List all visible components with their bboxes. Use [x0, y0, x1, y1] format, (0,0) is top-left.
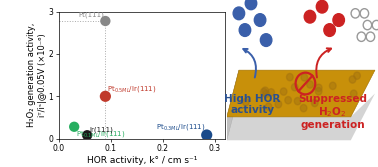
FancyArrowPatch shape [316, 48, 331, 77]
Circle shape [354, 72, 360, 79]
Circle shape [350, 90, 357, 97]
Circle shape [260, 88, 267, 96]
Circle shape [263, 90, 270, 98]
Circle shape [233, 7, 245, 20]
Text: High HOR
activity: High HOR activity [224, 94, 281, 115]
Circle shape [254, 14, 266, 26]
X-axis label: HOR activity, k° / cm s⁻¹: HOR activity, k° / cm s⁻¹ [87, 156, 197, 165]
Circle shape [300, 105, 307, 112]
Circle shape [262, 87, 268, 94]
Circle shape [242, 99, 249, 106]
Circle shape [330, 82, 336, 90]
Circle shape [294, 98, 301, 105]
Circle shape [315, 88, 322, 95]
Circle shape [349, 76, 356, 83]
FancyArrowPatch shape [243, 49, 256, 77]
Circle shape [287, 73, 293, 81]
Point [71, 125, 77, 128]
Circle shape [301, 74, 308, 81]
Point [204, 134, 210, 136]
Circle shape [304, 10, 316, 23]
Polygon shape [227, 94, 375, 140]
Circle shape [275, 101, 282, 108]
Circle shape [285, 97, 291, 104]
Text: Pt$_{0.5ML}$/Ir(111): Pt$_{0.5ML}$/Ir(111) [107, 84, 157, 94]
Circle shape [280, 88, 287, 95]
Circle shape [265, 103, 272, 110]
Point [102, 95, 108, 98]
Circle shape [316, 0, 328, 13]
Circle shape [307, 81, 313, 88]
Circle shape [333, 14, 344, 26]
Polygon shape [227, 70, 375, 117]
Circle shape [291, 84, 298, 91]
Text: Pt$_{0.1ML}$/Ir(111): Pt$_{0.1ML}$/Ir(111) [76, 129, 125, 139]
Point [102, 20, 108, 22]
Text: Pt$_{0.3ML}$/Ir(111): Pt$_{0.3ML}$/Ir(111) [156, 122, 205, 132]
Circle shape [324, 24, 335, 36]
Polygon shape [227, 70, 239, 140]
Point [84, 134, 90, 137]
Circle shape [311, 99, 318, 107]
Circle shape [260, 34, 272, 46]
Text: Suppressed
H$_2$O$_2$
generation: Suppressed H$_2$O$_2$ generation [298, 94, 367, 130]
Y-axis label: H₂O₂ generation activity,
iᵀ/iˢ|@0.05V (×10⁻⁶): H₂O₂ generation activity, iᵀ/iˢ|@0.05V (… [27, 23, 47, 127]
Text: Ir(111): Ir(111) [89, 126, 113, 133]
Circle shape [239, 24, 251, 36]
Circle shape [268, 89, 274, 96]
Circle shape [245, 0, 257, 10]
Text: Pt(111): Pt(111) [78, 12, 104, 18]
Circle shape [315, 84, 322, 92]
